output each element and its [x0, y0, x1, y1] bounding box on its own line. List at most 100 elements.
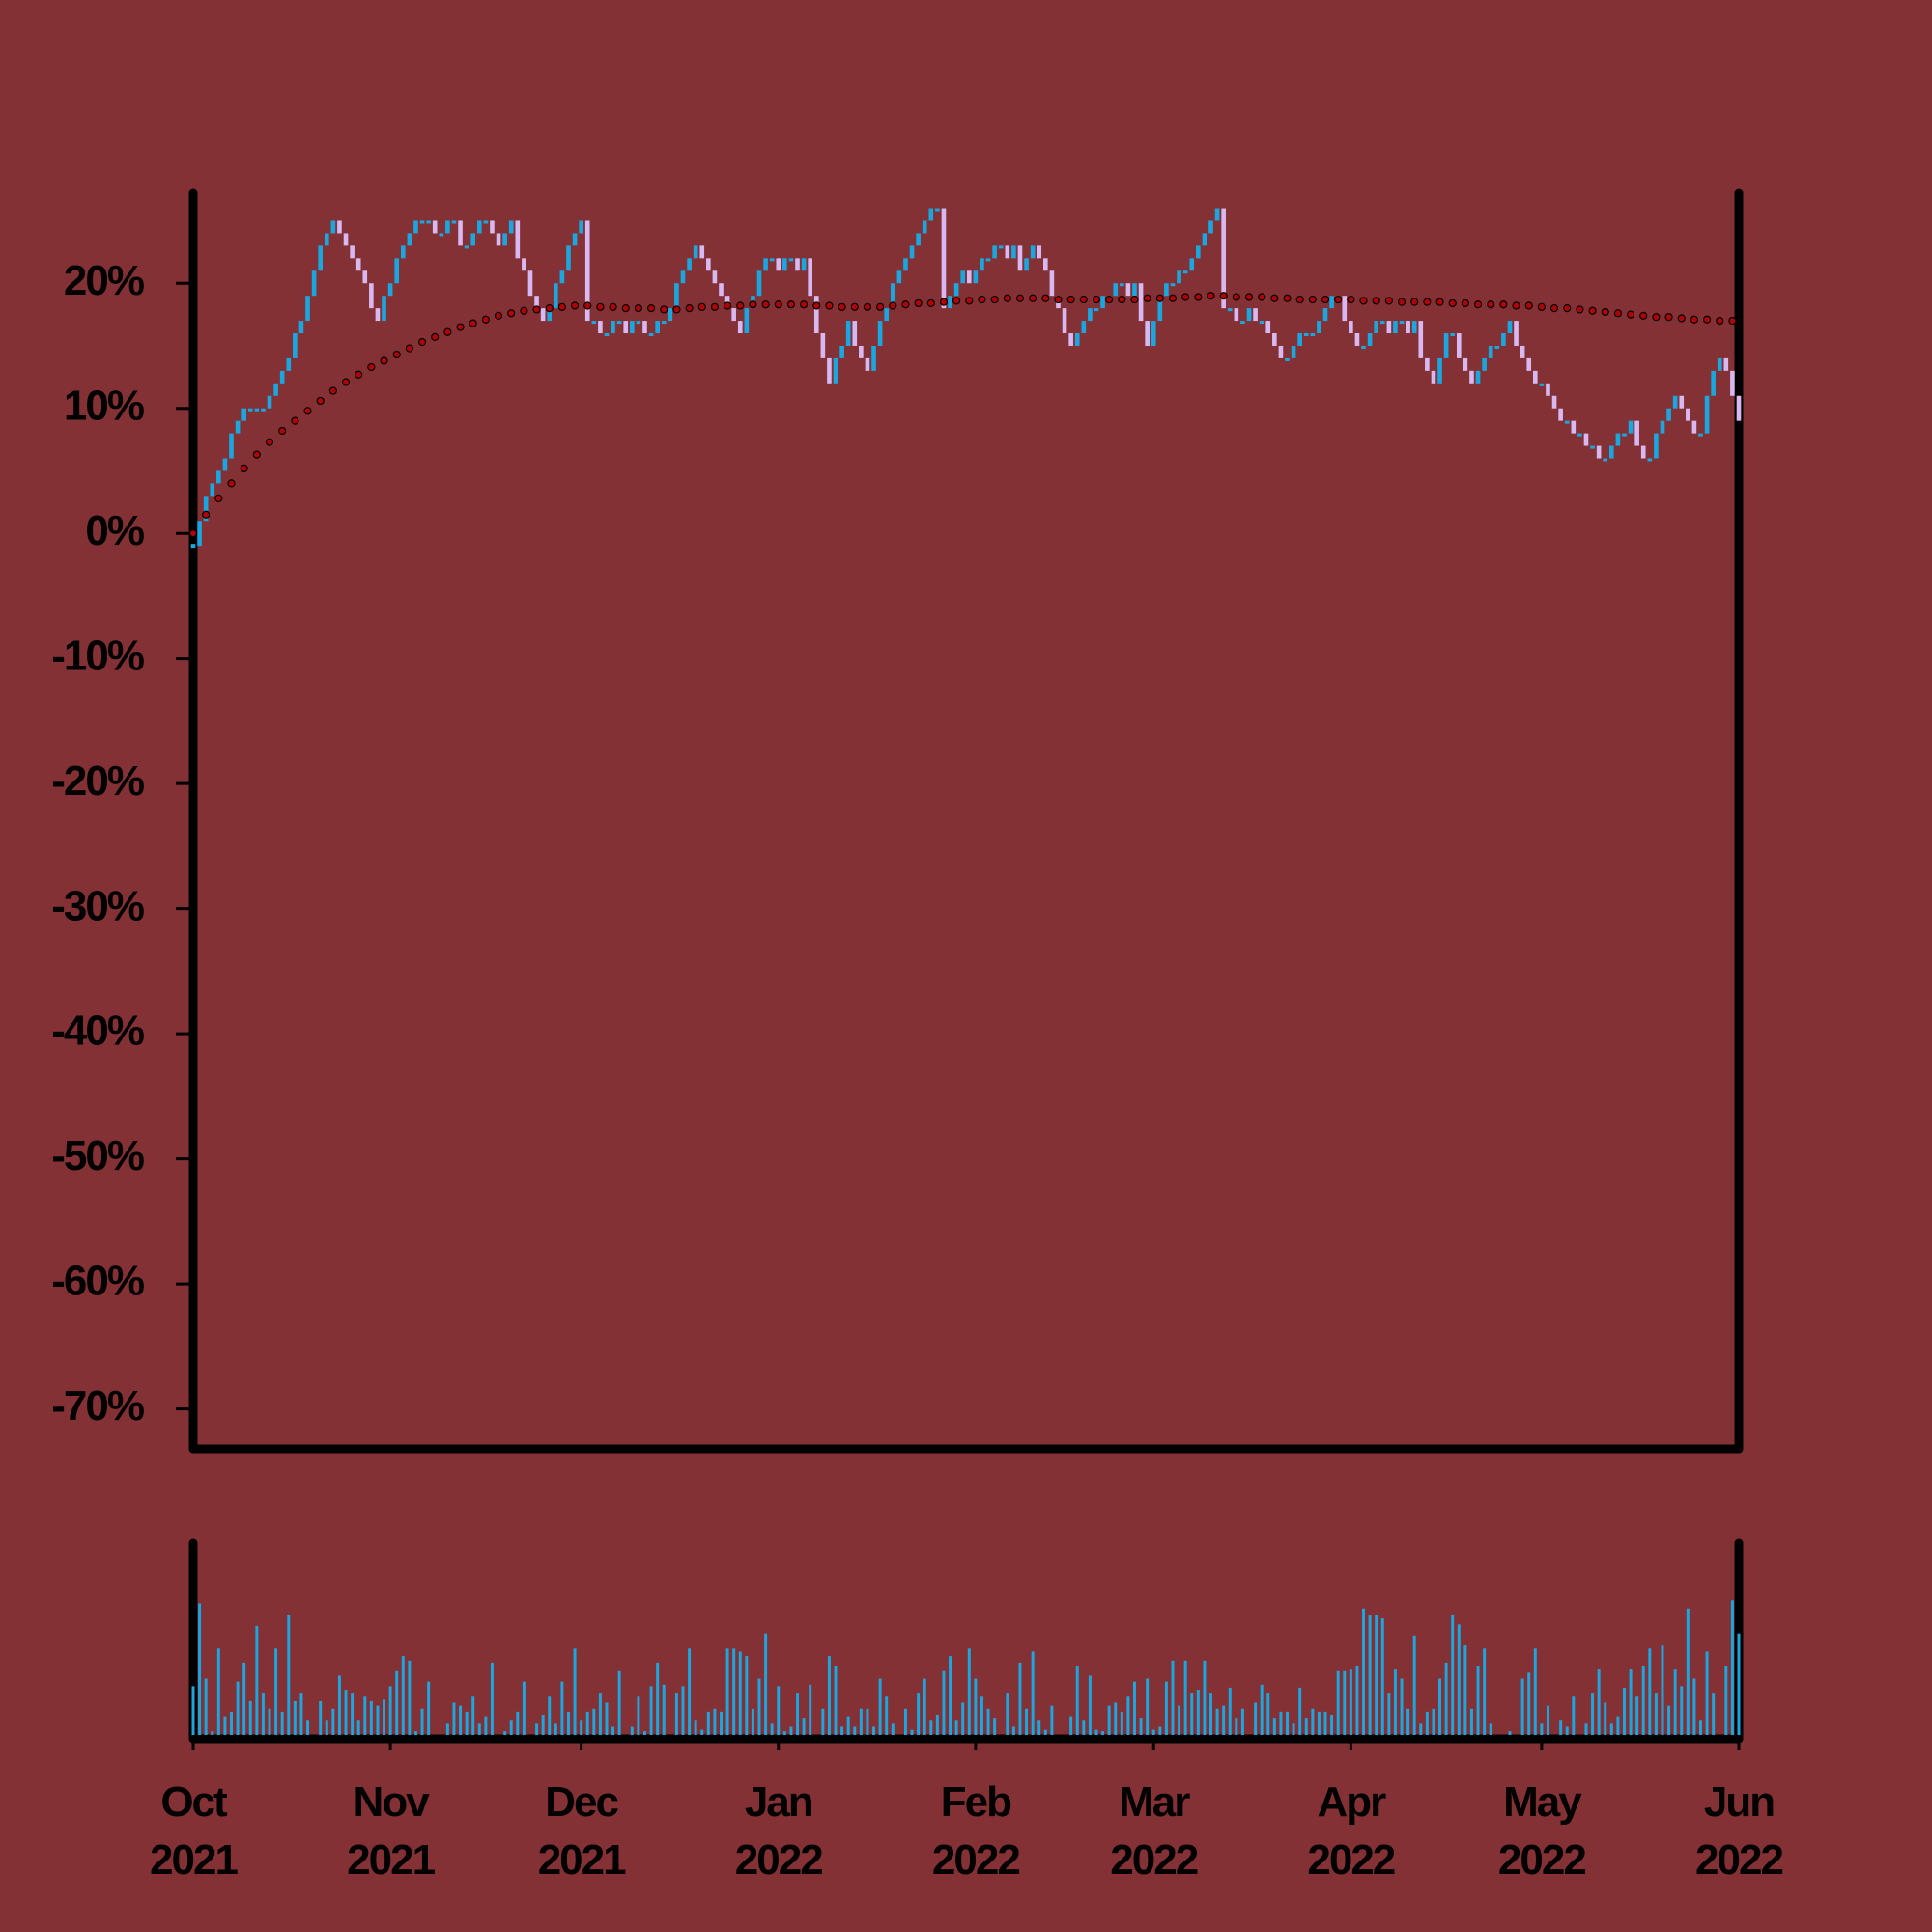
- candle: [795, 258, 800, 271]
- candle: [980, 258, 984, 271]
- candle: [1711, 370, 1716, 396]
- volume-bar: [230, 1711, 233, 1735]
- volume-bar: [745, 1656, 749, 1735]
- volume-bar: [866, 1708, 869, 1735]
- candle: [699, 245, 705, 259]
- ma-dot: [697, 302, 706, 311]
- ma-dot: [1664, 313, 1673, 322]
- ma-dot: [202, 510, 211, 519]
- candle: [1322, 308, 1328, 322]
- ma-dot: [1283, 294, 1292, 302]
- candle: [1367, 333, 1373, 346]
- volume-bar: [1240, 1708, 1244, 1735]
- volume-bar: [1712, 1693, 1716, 1735]
- candle: [1558, 408, 1563, 421]
- ma-dot: [291, 416, 299, 425]
- volume-bar: [198, 1603, 202, 1735]
- volume-bar: [1355, 1666, 1359, 1735]
- volume-bar: [1572, 1696, 1576, 1735]
- candle: [1303, 333, 1309, 337]
- candle: [413, 220, 418, 234]
- ma-dot: [1524, 301, 1533, 310]
- volume-bar: [351, 1693, 355, 1735]
- candle: [744, 308, 750, 334]
- volume-bar: [1126, 1696, 1130, 1735]
- ma-dot: [863, 302, 872, 311]
- volume-bar: [885, 1696, 889, 1735]
- candle: [337, 220, 342, 234]
- volume-bar: [566, 1711, 570, 1735]
- ma-dot: [1041, 294, 1050, 302]
- volume-bar: [1146, 1678, 1150, 1735]
- candle: [210, 483, 215, 497]
- volume-bar: [637, 1696, 640, 1735]
- x-tick-label: Apr 2022: [1307, 1778, 1396, 1884]
- candle: [330, 220, 336, 234]
- volume-bar: [548, 1696, 552, 1735]
- candle: [623, 321, 629, 334]
- y-tick-label: -10%: [51, 632, 144, 679]
- volume-bar: [369, 1700, 373, 1735]
- volume-bar: [1565, 1726, 1569, 1735]
- ma-dot: [685, 304, 694, 313]
- candle: [324, 233, 329, 246]
- candle: [355, 258, 361, 271]
- candle: [1062, 308, 1067, 334]
- candle: [1443, 333, 1449, 358]
- volume-bar: [1362, 1608, 1366, 1735]
- candle: [343, 233, 349, 246]
- candle: [1234, 308, 1239, 322]
- ma-dot: [1537, 302, 1546, 311]
- volume-bar: [917, 1693, 921, 1735]
- volume-bar: [929, 1720, 933, 1735]
- volume-bar: [770, 1723, 774, 1735]
- ma-dot: [1702, 315, 1712, 324]
- volume-bar: [834, 1666, 838, 1735]
- candle: [1507, 321, 1513, 334]
- candle: [305, 296, 310, 322]
- ma-dot: [545, 304, 554, 313]
- x-tick-label: May 2022: [1497, 1778, 1587, 1884]
- candle: [1551, 395, 1557, 409]
- volume-bar: [1120, 1711, 1123, 1735]
- volume-bar: [242, 1662, 246, 1735]
- volume-bar: [706, 1711, 710, 1735]
- candle: [948, 296, 952, 309]
- ma-dot: [799, 300, 809, 309]
- ma-dot: [660, 305, 668, 314]
- ma-dot: [952, 297, 961, 305]
- ma-dot: [634, 304, 643, 313]
- candle: [508, 220, 514, 234]
- candle: [1317, 321, 1321, 334]
- volume-bar: [465, 1711, 469, 1735]
- ma-dot: [710, 302, 720, 311]
- candle: [808, 258, 812, 297]
- volume-bar: [1591, 1693, 1595, 1735]
- candle: [419, 220, 425, 224]
- ma-dot: [1410, 298, 1419, 306]
- ma-dot: [786, 300, 796, 309]
- candle: [1736, 395, 1742, 421]
- candle: [630, 321, 635, 334]
- ma-dot: [1473, 300, 1483, 309]
- candle: [655, 321, 660, 334]
- candle: [458, 220, 463, 246]
- candle: [591, 321, 597, 325]
- ma-dot: [341, 378, 351, 386]
- volume-bar: [1648, 1648, 1652, 1735]
- volume-bar: [255, 1625, 259, 1735]
- volume-bar: [509, 1720, 513, 1735]
- volume-bar: [1082, 1720, 1086, 1735]
- ma-dot: [621, 304, 630, 313]
- ma-dot: [1003, 294, 1011, 302]
- candle: [1431, 370, 1436, 384]
- candle: [566, 245, 571, 271]
- candle: [756, 270, 762, 297]
- candle: [1647, 458, 1653, 462]
- volume-bar: [216, 1648, 220, 1735]
- candle: [375, 308, 381, 322]
- volume-bar: [1279, 1711, 1283, 1735]
- candle: [382, 296, 386, 322]
- ma-dot: [557, 302, 566, 311]
- ma-dot: [367, 362, 376, 372]
